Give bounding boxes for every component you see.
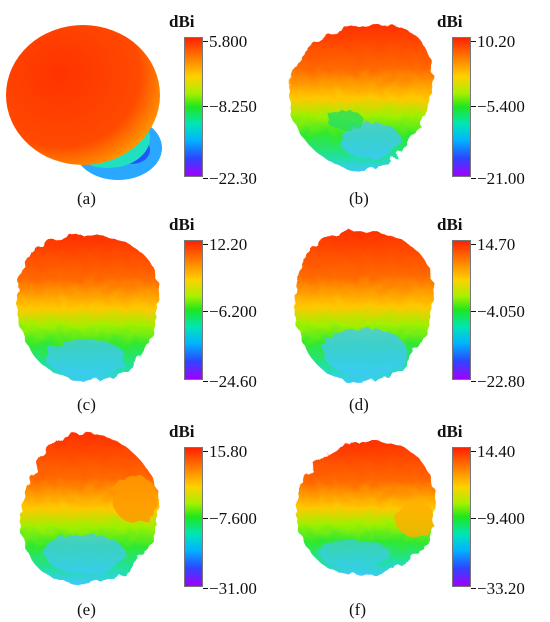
panel-d: dBi 14.70 −4.050 −22.80 (d) [275, 207, 550, 414]
radiation-pattern-b [289, 24, 433, 172]
color-scale-bar [184, 37, 203, 177]
radiation-pattern-e [20, 433, 159, 584]
scale-max: 14.40 [470, 442, 516, 461]
scale-min: −24.60 [203, 372, 257, 391]
color-scale-bar [452, 37, 471, 177]
panel-caption: (a) [77, 189, 96, 208]
scale-max: 15.80 [202, 442, 248, 461]
scale-min: −22.30 [203, 169, 257, 188]
unit-label: dBi [437, 422, 463, 441]
panel-caption: (f) [349, 600, 366, 619]
scale-max: 12.20 [202, 235, 248, 254]
scale-mid: −9.400 [471, 509, 525, 528]
unit-label: dBi [169, 215, 195, 234]
panel-b: dBi 10.20 −5.400 −21.00 (b) [275, 0, 550, 207]
scale-mid: −4.050 [471, 302, 525, 321]
panel-caption: (e) [77, 600, 96, 619]
panel-caption: (b) [349, 189, 369, 208]
scale-min: −31.00 [203, 579, 257, 598]
color-scale-bar [452, 447, 471, 587]
scale-mid: −5.400 [471, 97, 525, 116]
panel-e: dBi 15.80 −7.600 −31.00 (e) [0, 414, 275, 621]
scale-min: −33.20 [471, 579, 525, 598]
unit-label: dBi [437, 12, 463, 31]
panel-f: dBi 14.40 −9.400 −33.20 (f) [275, 414, 550, 621]
radiation-pattern-d [294, 230, 434, 383]
unit-label: dBi [437, 215, 463, 234]
color-scale-bar [184, 447, 203, 587]
scale-mid: −8.250 [203, 97, 257, 116]
scale-min: −21.00 [471, 169, 525, 188]
unit-label: dBi [169, 12, 195, 31]
scale-min: −22.80 [471, 372, 525, 391]
radiation-pattern-f [296, 440, 436, 576]
panel-caption: (c) [77, 395, 96, 414]
scale-mid: −6.200 [203, 302, 257, 321]
radiation-pattern-c [17, 235, 159, 382]
panel-c: dBi 12.20 −6.200 −24.60 (c) [0, 207, 275, 414]
scale-max: 5.800 [202, 32, 248, 51]
color-scale-bar [452, 240, 471, 380]
color-scale-bar [184, 240, 203, 380]
scale-max: 14.70 [470, 235, 516, 254]
scale-max: 10.20 [470, 32, 516, 51]
scale-mid: −7.600 [203, 509, 257, 528]
panel-a: dBi 5.800 −8.250 −22.30 (a) [0, 0, 275, 207]
radiation-pattern-a [6, 25, 162, 180]
unit-label: dBi [169, 422, 195, 441]
panel-caption: (d) [349, 395, 369, 414]
